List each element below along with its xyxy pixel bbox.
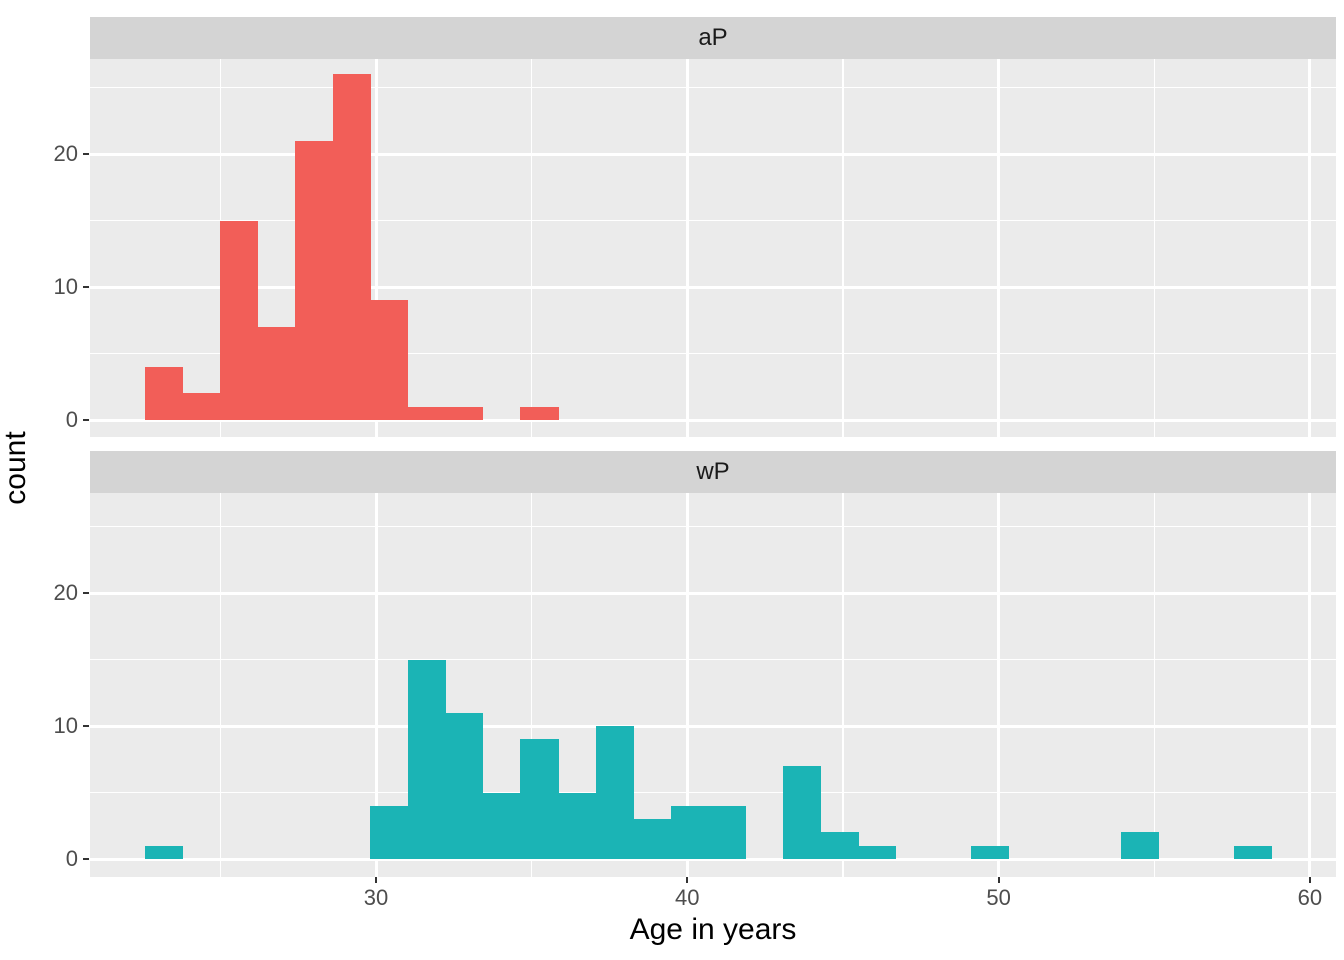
facet-panel [90, 59, 1336, 437]
facet-strip: wP [90, 451, 1336, 493]
x-tick-mark [375, 877, 377, 883]
histogram-bar [482, 792, 522, 859]
y-tick-mark [83, 286, 89, 288]
histogram-bar [520, 406, 559, 420]
x-tick-mark [686, 877, 689, 883]
histogram-bar [295, 140, 334, 420]
y-tick-mark [83, 858, 89, 860]
gridline-major-h [90, 857, 1336, 861]
gridline-minor-v [219, 493, 222, 877]
x-tick-label: 50 [986, 885, 1011, 910]
histogram-bar [370, 805, 409, 859]
histogram-bar [182, 393, 221, 420]
gridline-minor-v [1153, 59, 1155, 437]
histogram-bar [220, 220, 259, 420]
x-tick-mark [1308, 877, 1311, 883]
gridline-major-h [90, 724, 1336, 728]
gridline-minor-v [842, 493, 844, 877]
gridline-minor-h [90, 86, 1336, 89]
histogram-bar [1121, 832, 1160, 859]
facet-strip-label: wP [696, 458, 730, 485]
y-tick-mark [83, 725, 89, 727]
histogram-bar [1233, 845, 1272, 859]
histogram-bar [633, 819, 672, 859]
gridline-minor-v [530, 493, 533, 877]
gridline-major-v [1308, 493, 1312, 877]
gridline-minor-h [90, 791, 1336, 794]
histogram-bar [708, 805, 747, 859]
gridline-major-h [90, 418, 1336, 422]
facet-panel [90, 493, 1336, 877]
gridline-major-v [374, 59, 378, 437]
y-tick-mark [83, 592, 89, 594]
histogram-bar [595, 726, 634, 859]
y-tick-label: 0 [65, 407, 78, 432]
histogram-bar [407, 406, 446, 420]
histogram-bar [145, 366, 184, 420]
histogram-bar [820, 832, 859, 859]
histogram-bar [445, 712, 484, 859]
y-tick-label: 20 [53, 141, 78, 166]
histogram-bar [557, 792, 597, 859]
x-tick-label: 30 [363, 885, 389, 910]
histogram-bar [370, 300, 409, 420]
gridline-minor-v [1153, 493, 1155, 877]
gridline-major-h [90, 285, 1336, 289]
gridline-major-v [374, 493, 378, 877]
gridline-major-v [997, 59, 1001, 437]
histogram-bar [520, 739, 559, 859]
gridline-major-h [90, 152, 1336, 156]
gridline-major-v [685, 493, 689, 877]
y-tick-label: 0 [65, 846, 78, 871]
histogram-bar [407, 659, 446, 859]
gridline-minor-h [90, 525, 1336, 528]
y-axis-title: count [0, 431, 32, 505]
gridline-minor-v [842, 59, 844, 437]
y-tick-mark [83, 153, 89, 155]
gridline-major-v [1308, 59, 1312, 437]
gridline-minor-h [90, 658, 1336, 661]
gridline-major-v [997, 493, 1001, 877]
histogram-bar [970, 845, 1010, 859]
facet-strip: aP [90, 17, 1336, 59]
y-tick-label: 10 [53, 274, 78, 299]
x-tick-mark [997, 877, 1000, 883]
x-axis-title: Age in years [629, 913, 797, 946]
histogram-bar [257, 326, 296, 420]
histogram-bar [445, 406, 484, 420]
gridline-minor-h [90, 219, 1336, 222]
histogram-bar [783, 765, 822, 859]
gridline-major-h [90, 591, 1336, 595]
y-tick-label: 10 [53, 713, 78, 738]
facet-strip-label: aP [698, 24, 728, 51]
histogram-bar [858, 845, 897, 859]
x-tick-label: 40 [675, 885, 700, 910]
gridline-major-v [685, 59, 689, 437]
histogram-bar [332, 74, 371, 420]
x-tick-label: 60 [1297, 885, 1323, 910]
gridline-minor-v [530, 59, 533, 437]
y-tick-mark [83, 419, 89, 421]
histogram-bar [670, 805, 709, 859]
gridline-minor-h [90, 352, 1336, 355]
histogram-bar [145, 845, 184, 859]
y-tick-label: 20 [53, 580, 78, 605]
